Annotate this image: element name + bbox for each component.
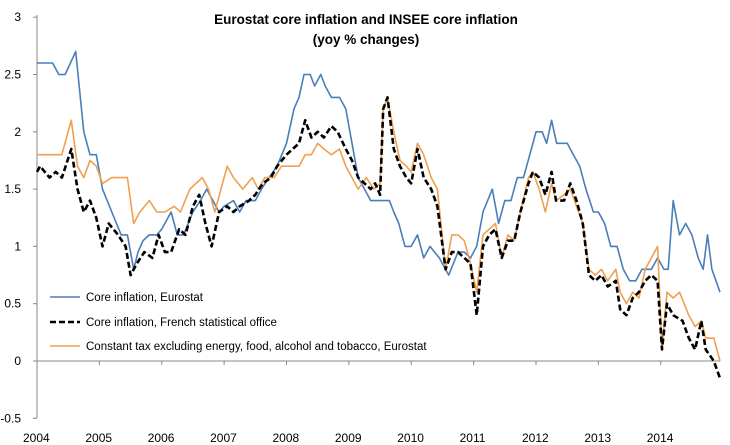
x-tick-label: 2010: [397, 431, 424, 445]
chart-subtitle: (yoy % changes): [313, 32, 420, 47]
x-tick-label: 2012: [522, 431, 549, 445]
legend: Core inflation, Eurostat Core inflation, …: [50, 292, 427, 353]
series-layer: [35, 50, 722, 379]
x-tick-label: 2014: [647, 431, 674, 445]
x-tick-label: 2005: [85, 431, 112, 445]
chart-title: Eurostat core inflation and INSEE core i…: [214, 12, 518, 27]
y-tick-label: 1: [14, 239, 21, 253]
y-tick-label: 0: [14, 354, 21, 368]
y-tick-label: 3: [14, 10, 21, 24]
y-tick-label: 1.5: [4, 182, 21, 196]
series-line-2: [35, 96, 722, 379]
x-tick-label: 2004: [23, 431, 50, 445]
series-line-1: [37, 50, 721, 293]
x-tick-label: 2007: [210, 431, 237, 445]
x-tick-label: 2009: [335, 431, 362, 445]
x-tick-label: 2013: [584, 431, 611, 445]
legend-label-3: Constant tax excluding energy, food, alc…: [86, 341, 427, 353]
x-tick-label: 2008: [272, 431, 299, 445]
legend-label-2: Core inflation, French statistical offic…: [86, 317, 277, 329]
x-tick-label: 2006: [148, 431, 175, 445]
legend-label-1: Core inflation, Eurostat: [86, 292, 204, 304]
y-tick-label: 0.5: [4, 297, 21, 311]
y-tick-label: 2.5: [4, 68, 21, 82]
y-tick-label: -0.5: [0, 411, 21, 425]
series-line-3: [37, 96, 721, 362]
y-tick-label: 2: [14, 125, 21, 139]
x-tick-label: 2011: [460, 431, 486, 445]
